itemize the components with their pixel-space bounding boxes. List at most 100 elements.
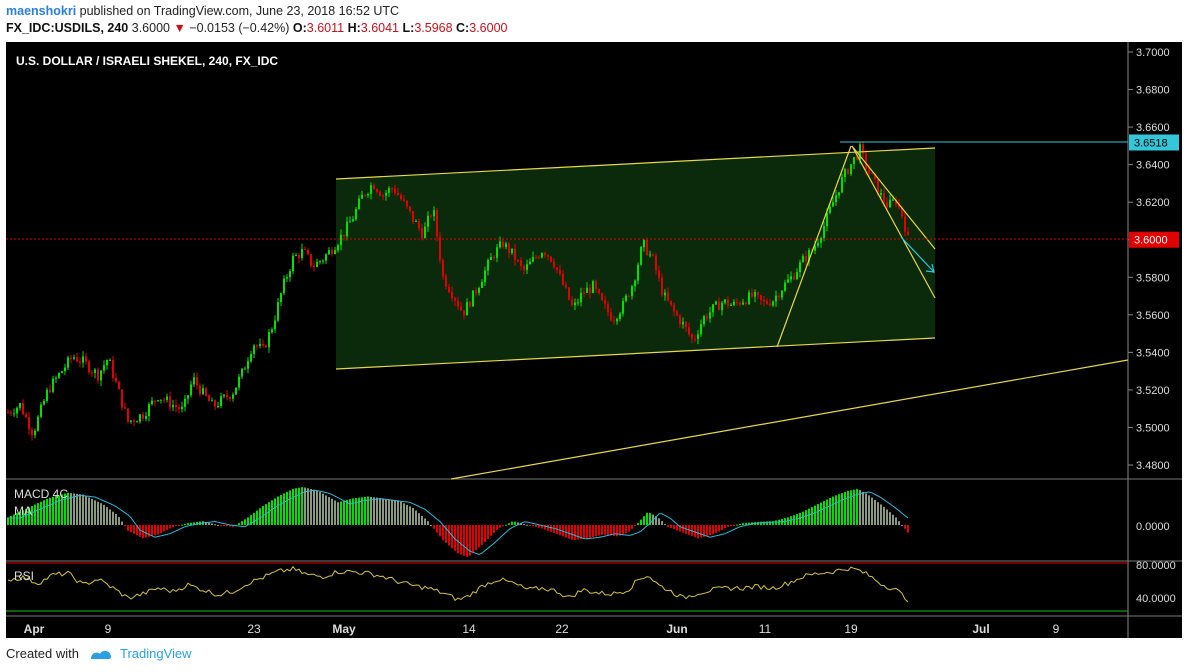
macd-bar xyxy=(799,512,801,525)
macd-bar xyxy=(328,497,330,525)
candle-body xyxy=(469,302,471,307)
macd-bar xyxy=(838,494,840,525)
wedge-upper-line[interactable] xyxy=(851,145,936,250)
candle-body xyxy=(175,404,177,408)
rally-trendline[interactable] xyxy=(776,145,852,348)
candle-body xyxy=(652,254,654,256)
chart-area[interactable]: 3.7000 3.6800 3.6600 3.6400 3.6200 3.6000 3.58… xyxy=(6,42,1182,638)
macd-bar xyxy=(517,522,519,525)
candle-body xyxy=(265,345,267,348)
macd-bar xyxy=(88,497,90,525)
tradingview-logo-icon[interactable] xyxy=(89,647,113,664)
channel-lower-line[interactable] xyxy=(335,337,936,370)
candle-body xyxy=(880,193,882,195)
candle-body xyxy=(334,250,336,254)
candle-body xyxy=(802,256,804,263)
macd-bar xyxy=(865,493,867,525)
macd-bar xyxy=(418,513,420,525)
created-with-label: Created with xyxy=(6,646,79,661)
candle-body xyxy=(43,400,45,405)
candle-body xyxy=(397,192,399,196)
ma-label: MA xyxy=(14,504,32,518)
candle-body xyxy=(730,304,732,306)
macd-bar xyxy=(124,525,126,527)
candle-body xyxy=(799,262,801,273)
candle-body xyxy=(148,404,150,417)
author-link[interactable]: maenshokri xyxy=(6,4,77,18)
macd-bar xyxy=(889,512,891,525)
candle-body xyxy=(118,381,120,390)
macd-bar xyxy=(433,525,435,529)
macd-bar xyxy=(514,521,516,525)
channel-upper-line[interactable] xyxy=(335,147,936,180)
wedge-lower-line[interactable] xyxy=(851,145,936,299)
long-trendline[interactable] xyxy=(450,359,1129,480)
macd-bar xyxy=(706,525,708,537)
candle-body xyxy=(40,404,42,417)
candle-body xyxy=(463,310,465,316)
macd-bar xyxy=(40,501,42,525)
macd-bar xyxy=(523,523,525,525)
symbol-label: FX_IDC:USDILS, 240 xyxy=(6,21,129,35)
macd-bar xyxy=(454,525,456,551)
macd-bar xyxy=(58,495,60,525)
time-tick-label: 22 xyxy=(555,622,569,636)
candle-body xyxy=(442,260,444,277)
macd-bar xyxy=(352,498,354,525)
ohlc-line: FX_IDC:USDILS, 240 3.6000 ▼ −0.0153 (−0.… xyxy=(6,20,507,37)
macd-bar xyxy=(232,525,234,527)
candle-body xyxy=(19,403,21,408)
candle-body xyxy=(343,234,345,237)
open-value: 3.6011 xyxy=(306,21,345,35)
candle-body xyxy=(445,276,447,287)
candle-body xyxy=(631,286,633,297)
tradingview-link[interactable]: TradingView xyxy=(120,646,192,661)
candle-body xyxy=(901,207,903,217)
candle-body xyxy=(838,192,840,196)
macd-bar xyxy=(601,525,603,535)
macd-bar xyxy=(271,500,273,525)
time-tick-label: 9 xyxy=(105,622,112,636)
candle-body xyxy=(22,403,24,415)
macd-bar xyxy=(481,525,483,545)
candle-body xyxy=(904,216,906,232)
macd-bar xyxy=(31,506,33,525)
projection-arrow[interactable] xyxy=(900,236,935,273)
candle-body xyxy=(163,399,165,401)
macd-bar xyxy=(739,523,741,525)
candle-body xyxy=(745,302,747,305)
candle-body xyxy=(355,208,357,220)
candle-body xyxy=(16,407,18,414)
macd-bar xyxy=(166,525,168,530)
macd-bar xyxy=(442,525,444,541)
macd-bar xyxy=(214,524,216,526)
candle-body xyxy=(796,272,798,280)
candle-body xyxy=(328,249,330,255)
macd-bar xyxy=(43,500,45,525)
candle-body xyxy=(229,397,231,399)
candle-body xyxy=(88,361,90,373)
macd-bar xyxy=(211,523,213,525)
candle-body xyxy=(184,398,186,407)
macd-bar xyxy=(661,521,663,525)
macd-bar xyxy=(862,491,864,525)
candle-body xyxy=(34,430,36,436)
candle-body xyxy=(691,334,693,339)
macd-bar xyxy=(343,500,345,525)
macd-bar xyxy=(769,521,771,525)
candle-body xyxy=(322,260,324,262)
macd-bar xyxy=(52,496,54,525)
macd-bar xyxy=(871,497,873,525)
candle-body xyxy=(295,255,297,257)
macd-bar xyxy=(415,510,417,525)
macd-bar xyxy=(478,525,480,548)
candle-body xyxy=(574,302,576,306)
candle-body xyxy=(724,299,726,303)
rsi-label: RSI xyxy=(14,569,34,583)
macd-bar xyxy=(358,497,360,525)
macd-bar xyxy=(850,490,852,525)
chart-svg[interactable]: 3.7000 3.6800 3.6600 3.6400 3.6200 3.6000 3.58… xyxy=(6,42,1182,638)
macd-bar xyxy=(121,521,123,525)
macd-bar xyxy=(622,525,624,535)
candle-body xyxy=(262,343,264,346)
